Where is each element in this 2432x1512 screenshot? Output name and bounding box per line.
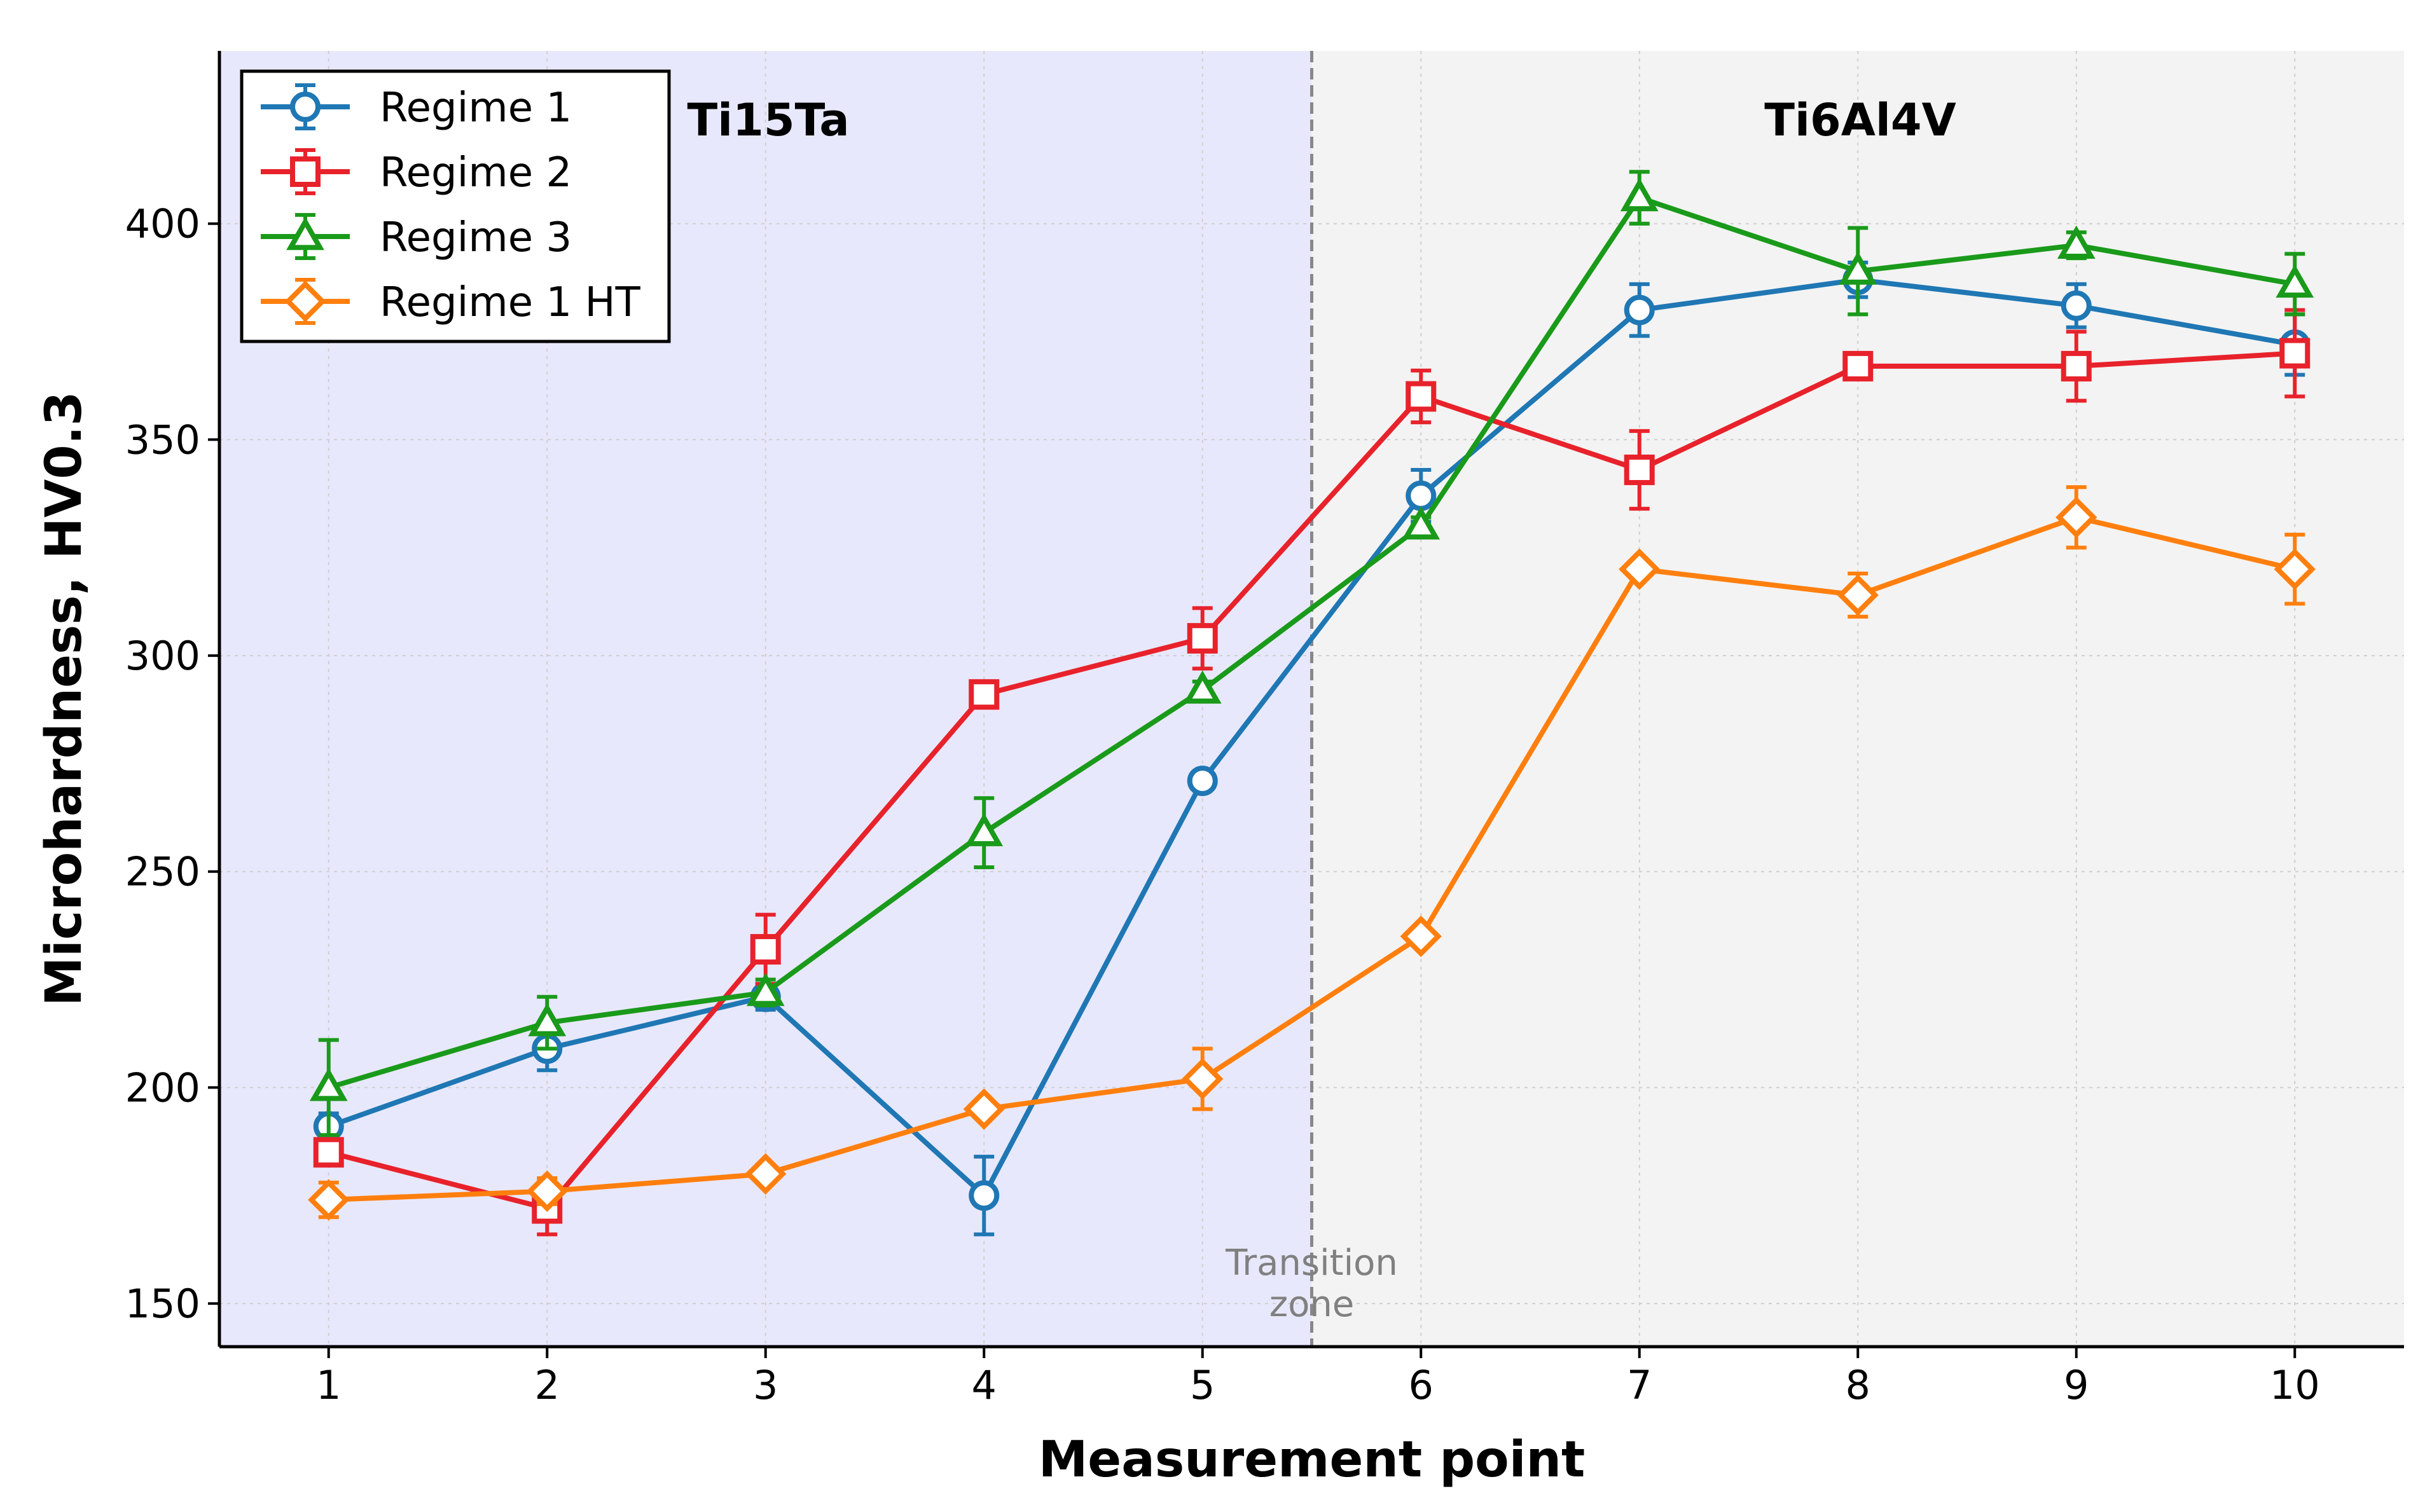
point-marker [1620, 177, 1659, 212]
legend-item: Regime 3 [261, 213, 572, 261]
y-tick-label: 300 [125, 633, 200, 679]
series-line [328, 350, 2295, 1211]
divider-label: zone [1269, 1284, 1355, 1325]
series-line [328, 277, 2295, 1199]
point-marker [526, 1170, 568, 1213]
y-axis-title: Microhardness, HV0.3 [36, 391, 93, 1006]
legend: Regime 1 Regime 2 Regime 3 Regime 1 HT [240, 69, 671, 343]
x-tick-label: 3 [753, 1362, 778, 1408]
point-marker [308, 1179, 350, 1221]
point-marker [313, 1137, 344, 1168]
point-marker [2276, 264, 2314, 298]
x-tick-label: 6 [1409, 1362, 1434, 1408]
point-marker [1406, 381, 1437, 412]
point-marker [290, 92, 321, 122]
point-marker [2057, 225, 2096, 259]
legend-label: Regime 1 HT [380, 279, 641, 326]
point-marker [1842, 350, 1874, 381]
point-marker [1624, 454, 1655, 485]
x-tick-label: 4 [972, 1362, 997, 1408]
legend-item: Regime 2 [261, 148, 572, 196]
point-marker [2279, 338, 2311, 369]
point-marker [2274, 548, 2316, 590]
point-marker [1839, 251, 1877, 285]
legend-label: Regime 3 [380, 214, 572, 261]
point-marker [2061, 350, 2092, 381]
y-tick-label: 200 [125, 1064, 200, 1111]
point-marker [1182, 1058, 1224, 1100]
legend-item: Regime 1 HT [261, 278, 641, 326]
point-marker [1619, 548, 1661, 590]
series-regime-3 [309, 170, 2314, 1137]
x-tick-label: 8 [1846, 1362, 1870, 1408]
x-tick-label: 10 [2270, 1362, 2320, 1408]
y-tick-label: 150 [125, 1281, 200, 1327]
x-axis-title: Measurement point [1039, 1431, 1586, 1488]
series-regime-2 [313, 308, 2311, 1237]
series-layer [308, 170, 2316, 1237]
region-label-ti6al4v: Ti6Al4V [1764, 94, 1956, 146]
y-tick-label: 400 [125, 201, 200, 247]
point-marker [1400, 915, 1442, 958]
series-line [328, 514, 2296, 1203]
point-marker [1183, 670, 1222, 704]
point-marker [1187, 766, 1218, 797]
region-labels: Ti15Ta Ti6Al4V [687, 94, 1956, 146]
point-marker [1624, 294, 1655, 326]
series-regime-1-ht [308, 485, 2316, 1221]
point-marker [290, 156, 321, 187]
series-line [328, 195, 2295, 1090]
point-marker [286, 216, 324, 251]
x-tick-label: 2 [535, 1362, 560, 1408]
legend-item: Regime 1 [261, 83, 572, 132]
x-tick-label: 5 [1190, 1362, 1215, 1408]
region-label-ti15ta: Ti15Ta [687, 94, 849, 146]
y-tick-label: 250 [125, 849, 200, 895]
point-marker [1402, 506, 1441, 540]
point-marker [1406, 480, 1437, 511]
divider-label: Transition [1225, 1242, 1398, 1284]
legend-label: Regime 1 [380, 85, 572, 132]
point-marker [965, 813, 1004, 846]
point-marker [745, 1153, 787, 1195]
point-marker [2055, 497, 2097, 539]
x-tick-label: 7 [1627, 1362, 1652, 1408]
point-marker [746, 972, 785, 1007]
point-marker [963, 1088, 1005, 1131]
point-marker [1837, 574, 1879, 616]
axes: 1 2 3 4 5 6 7 8 9 10 150 200 250 300 350 400 Measurement… [36, 51, 2404, 1488]
point-marker [309, 1068, 348, 1101]
point-marker [750, 934, 781, 965]
x-tick-label: 1 [316, 1362, 341, 1408]
point-marker [284, 280, 326, 322]
point-marker [969, 679, 1000, 710]
point-marker [969, 1180, 1000, 1211]
legend-label: Regime 2 [380, 149, 572, 196]
y-tick-label: 350 [125, 416, 200, 463]
point-marker [528, 1003, 567, 1036]
point-marker [1187, 622, 1218, 654]
x-tick-label: 9 [2064, 1362, 2089, 1408]
point-marker [2061, 290, 2092, 321]
